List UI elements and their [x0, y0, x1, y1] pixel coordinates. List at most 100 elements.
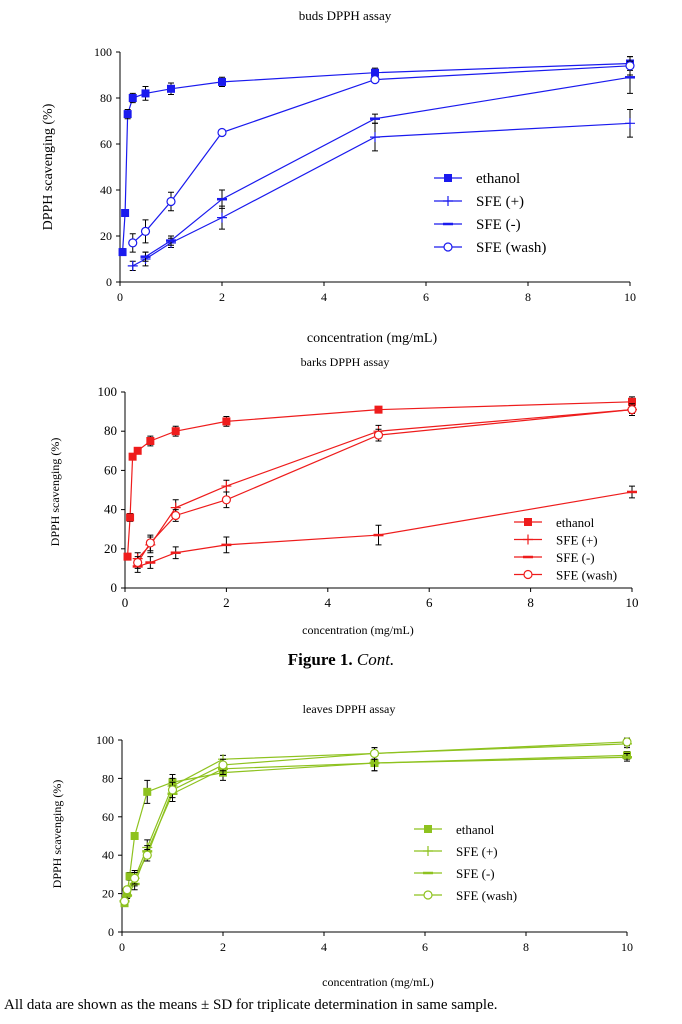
- data-point: [628, 397, 636, 406]
- y-tick-label: 60: [102, 810, 114, 824]
- series-sfe: [119, 752, 632, 905]
- legend-entry: SFE (wash): [414, 888, 517, 903]
- data-point: [123, 110, 132, 119]
- x-tick-label: 10: [621, 940, 633, 954]
- data-point: [171, 427, 180, 436]
- x-tick-label: 6: [426, 595, 433, 610]
- legend-marker: [524, 518, 532, 526]
- y-tick-label: 60: [100, 137, 112, 151]
- y-tick-label: 20: [100, 229, 112, 243]
- data-point: [217, 127, 227, 138]
- y-axis-label: DPPH scavenging (%): [48, 438, 62, 547]
- data-point: [142, 850, 152, 860]
- series-sfe-wash: [128, 56, 635, 253]
- data-point: [123, 552, 132, 561]
- x-tick-label: 2: [223, 595, 230, 610]
- legend-label: SFE (+): [556, 533, 598, 548]
- data-point: [370, 74, 380, 85]
- y-axis-label: DPPH scavenging (%): [41, 103, 56, 230]
- data-point: [371, 68, 379, 77]
- legend-marker: [523, 534, 533, 545]
- buds-dpph-chart: buds DPPH assay concentration (mg/mL) DPPH…: [41, 8, 636, 346]
- data-point: [625, 61, 635, 71]
- x-tick-label: 2: [219, 290, 225, 304]
- y-tick-label: 20: [102, 887, 114, 901]
- legend-marker: [523, 569, 533, 580]
- data-point: [145, 538, 155, 548]
- x-tick-label: 4: [321, 940, 327, 954]
- data-point: [141, 89, 150, 98]
- legend-marker: [423, 846, 433, 856]
- y-tick-label: 0: [111, 580, 118, 595]
- series-sfe-wash: [119, 737, 632, 906]
- barks-dpph-chart: barks DPPH assay concentration (mg/mL) DPP…: [48, 355, 639, 637]
- legend-entry: SFE (wash): [434, 240, 546, 256]
- legend-label: SFE (wash): [556, 568, 617, 583]
- footnote: All data are shown as the means ± SD for…: [4, 997, 498, 1013]
- legend-marker: [424, 825, 432, 833]
- data-point: [218, 760, 228, 770]
- x-tick-label: 10: [624, 290, 636, 304]
- series-sfe: [140, 60, 635, 262]
- x-tick-label: 0: [119, 940, 125, 954]
- y-tick-label: 80: [102, 771, 114, 785]
- legend-entry: SFE (-): [414, 866, 495, 881]
- data-point: [128, 452, 137, 461]
- data-point: [171, 510, 181, 521]
- data-point: [119, 896, 130, 906]
- data-point: [130, 832, 139, 840]
- data-point: [222, 417, 231, 426]
- series-ethanol: [118, 56, 634, 257]
- legend-label: ethanol: [476, 171, 520, 187]
- data-point: [167, 84, 175, 93]
- legend-marker: [423, 890, 433, 900]
- legend-entry: SFE (-): [514, 550, 595, 565]
- series-line: [132, 122, 631, 267]
- chart-title: barks DPPH assay: [301, 355, 390, 369]
- y-tick-label: 40: [102, 848, 114, 862]
- legend-entry: ethanol: [434, 171, 520, 187]
- data-point: [128, 94, 137, 102]
- x-tick-label: 8: [527, 595, 534, 610]
- legend-marker: [443, 242, 453, 252]
- y-tick-label: 0: [108, 925, 114, 939]
- series-line: [123, 754, 628, 904]
- legend-entry: SFE (wash): [514, 568, 617, 583]
- data-point: [126, 513, 135, 522]
- data-point: [121, 209, 130, 217]
- legend-label: SFE (-): [456, 866, 495, 881]
- data-point: [118, 248, 127, 257]
- legend-label: ethanol: [556, 515, 595, 530]
- data-point: [221, 495, 231, 505]
- data-point: [122, 885, 132, 895]
- data-point: [146, 437, 155, 445]
- data-point: [369, 748, 380, 759]
- data-point: [622, 737, 632, 747]
- series-line: [123, 756, 628, 902]
- data-point: [374, 405, 383, 414]
- legend-marker: [443, 196, 453, 206]
- legend-label: SFE (-): [476, 217, 521, 233]
- y-tick-label: 100: [98, 384, 118, 399]
- data-point: [218, 77, 226, 86]
- y-tick-label: 20: [104, 541, 117, 556]
- data-point: [221, 481, 232, 492]
- data-point: [167, 785, 178, 795]
- data-point: [370, 132, 380, 143]
- x-tick-label: 0: [117, 290, 123, 304]
- legend-label: SFE (+): [476, 194, 524, 210]
- series-line: [121, 62, 631, 253]
- data-point: [217, 212, 227, 223]
- series-sfe-wash: [133, 405, 637, 569]
- figure-cont: Cont.: [356, 650, 395, 669]
- series-line: [145, 76, 631, 258]
- x-axis-label: concentration (mg/mL): [307, 331, 438, 346]
- y-tick-label: 0: [106, 275, 112, 289]
- data-point: [130, 873, 140, 883]
- data-point: [625, 118, 635, 129]
- y-tick-label: 80: [100, 91, 112, 105]
- figure-caption: Figure 1. Cont.: [0, 650, 682, 670]
- legend-entry: SFE (+): [414, 844, 498, 859]
- y-tick-label: 100: [96, 733, 114, 747]
- data-point: [128, 238, 138, 248]
